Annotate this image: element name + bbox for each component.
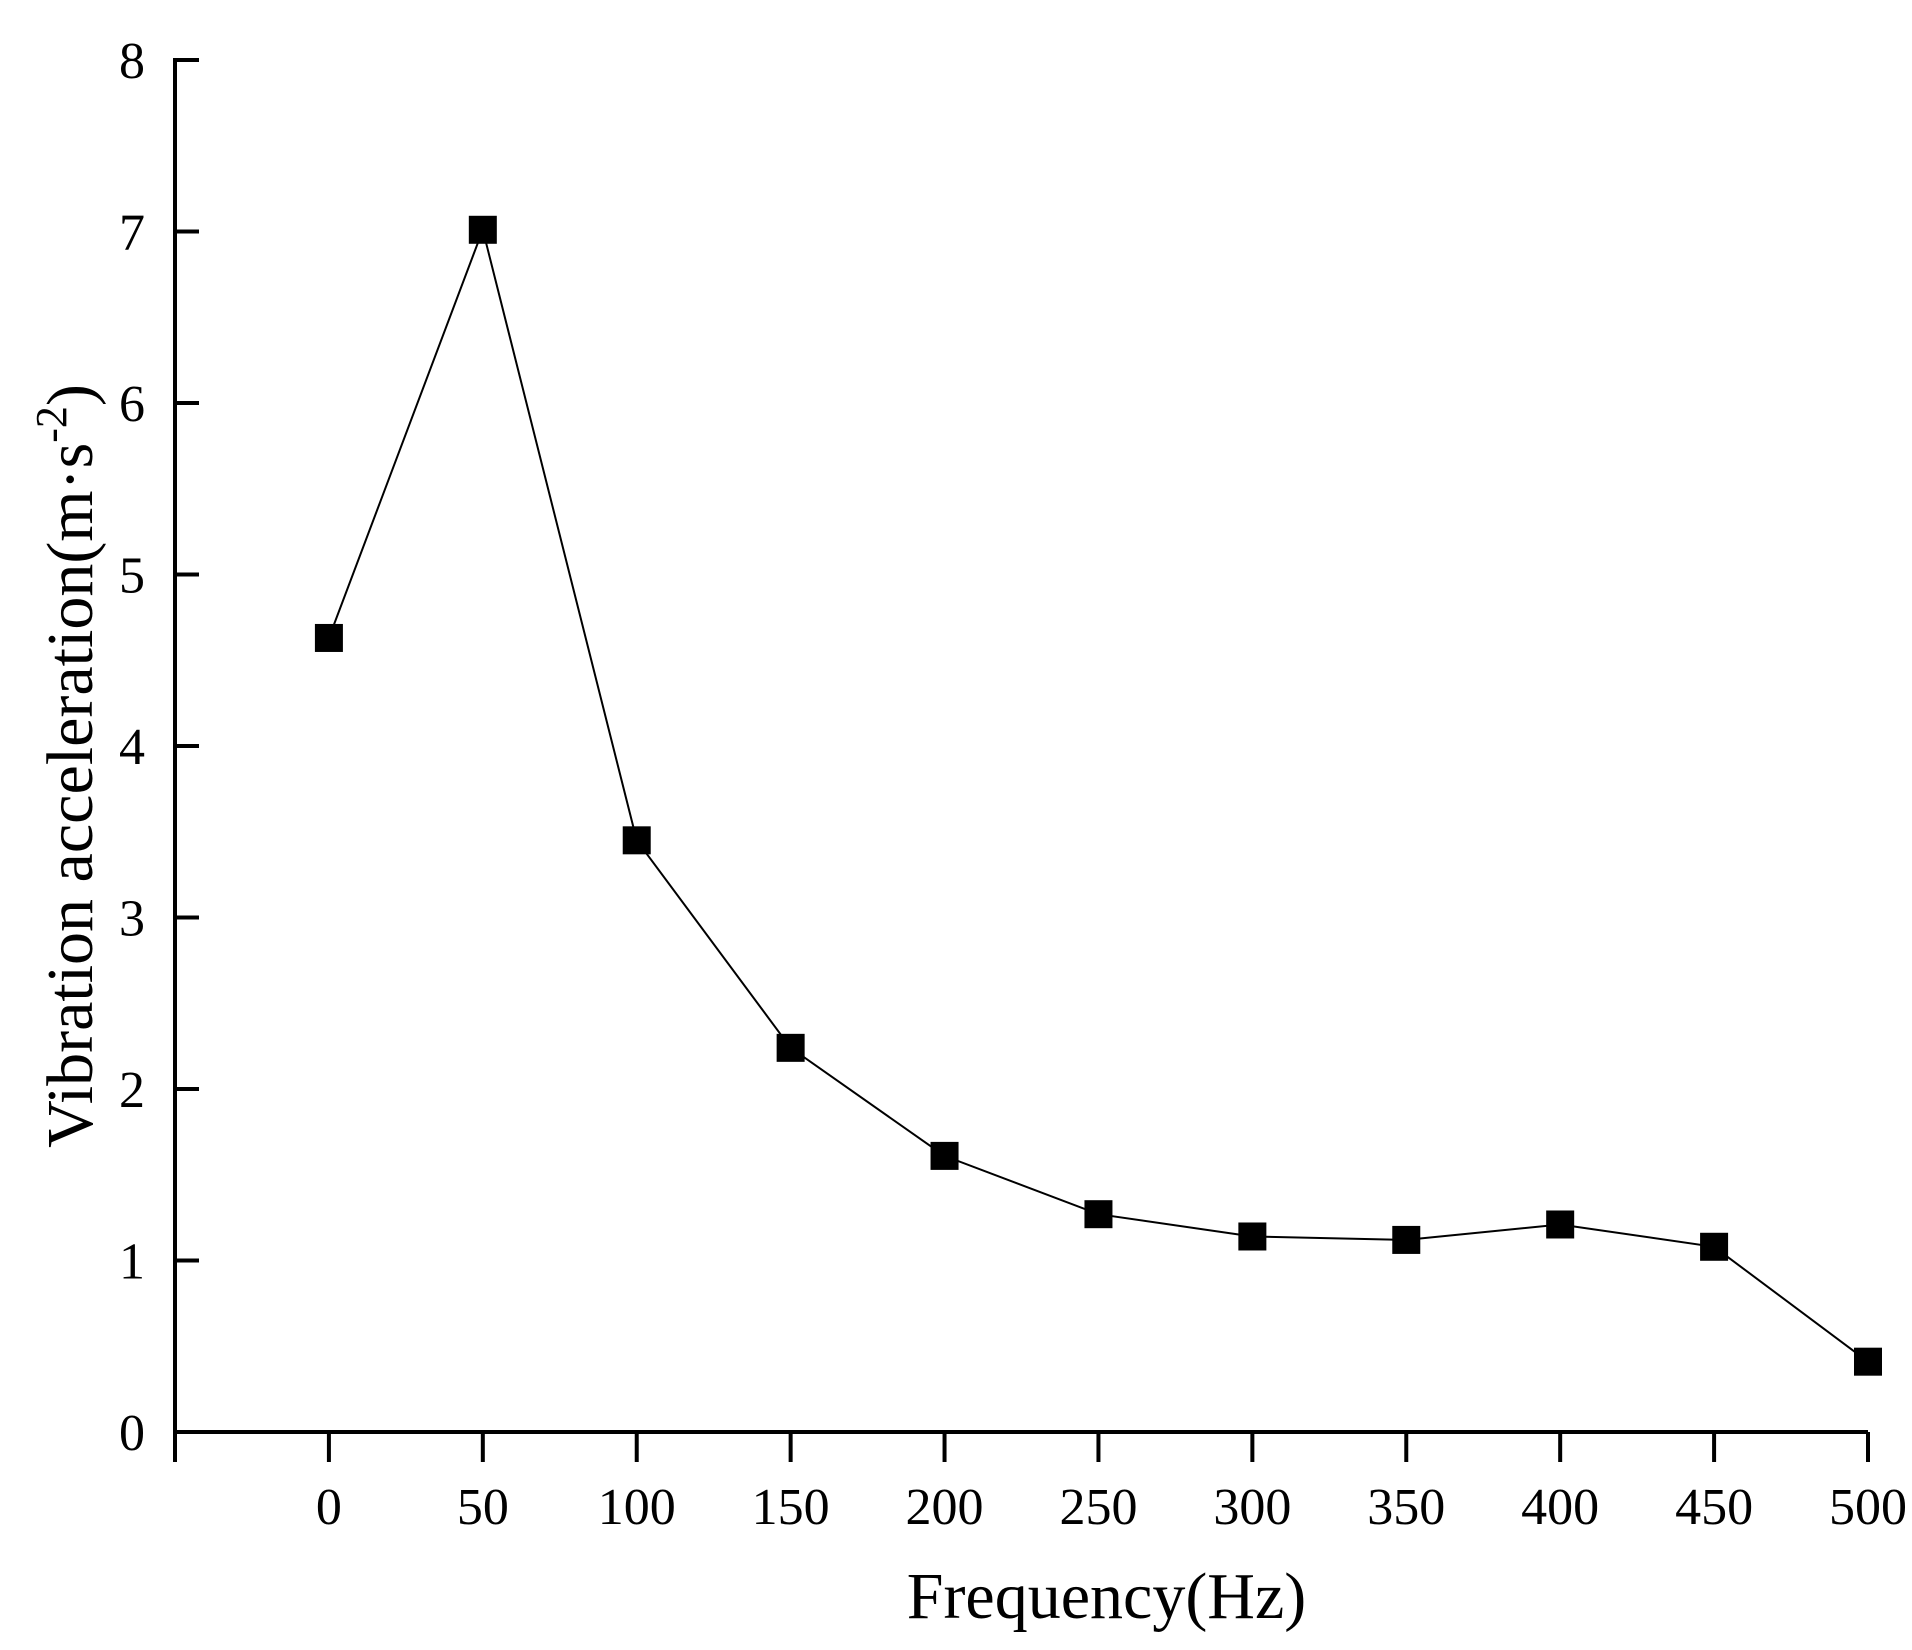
x-tick-label: 50 [457,1479,509,1536]
y-axis-title: Vibration acceleration(m·s-2) [27,384,107,1148]
data-point-marker [622,826,651,855]
data-point-marker [468,215,497,244]
y-tick-label: 4 [119,719,145,776]
y-tick-label: 6 [119,376,145,433]
data-point-marker [1546,1210,1575,1239]
data-point-marker [1854,1347,1882,1376]
x-axis-title: Frequency(Hz) [907,1560,1306,1633]
x-tick-label: 200 [906,1479,984,1536]
x-tick-label: 400 [1521,1479,1599,1536]
y-tick-label: 3 [119,891,145,948]
series [314,215,1882,1376]
x-tick-label: 450 [1675,1479,1753,1536]
y-tick-label: 2 [119,1062,145,1119]
data-point-marker [1700,1232,1729,1261]
x-tick-label: 0 [316,1479,342,1536]
x-tick-label: 350 [1367,1479,1445,1536]
y-tick-label: 8 [119,33,145,90]
y-tick-label: 7 [119,205,145,262]
x-tick-label: 250 [1059,1479,1137,1536]
x-tick-label: 300 [1213,1479,1291,1536]
y-tick-label: 1 [119,1234,145,1291]
series-line [327,226,1869,1363]
y-axis-title-superscript: -2 [27,406,76,443]
data-point-marker [776,1033,805,1062]
x-tick-label: 150 [752,1479,830,1536]
data-point-marker [1238,1222,1267,1251]
x-tick-label: 100 [598,1479,676,1536]
data-point-marker [1084,1200,1113,1229]
y-axis-ticks: 0 1 2 3 4 5 6 7 8 [119,33,199,1462]
y-axis-title-base: Vibration acceleration(m·s [34,443,107,1148]
x-tick-label: 500 [1829,1479,1907,1536]
y-tick-label: 0 [119,1405,145,1462]
data-point-marker [314,623,343,652]
axes [173,58,1868,1462]
data-point-marker [1392,1225,1421,1254]
y-axis-title-close: ) [34,384,107,406]
x-axis-ticks: 0 50 100 150 200 250 300 350 400 450 500 [173,1432,1907,1536]
y-tick-label: 5 [119,548,145,605]
data-point-marker [930,1141,959,1170]
